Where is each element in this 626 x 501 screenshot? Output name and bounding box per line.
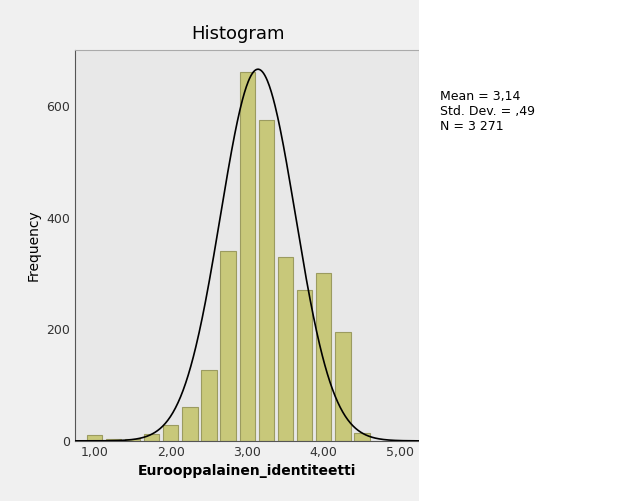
Bar <box>316 274 331 441</box>
Bar <box>163 425 178 441</box>
Bar <box>240 73 255 441</box>
Bar <box>354 432 370 441</box>
Bar <box>182 407 198 441</box>
Bar <box>144 434 159 441</box>
Text: Mean = 3,14
Std. Dev. = ,49
N = 3 271: Mean = 3,14 Std. Dev. = ,49 N = 3 271 <box>440 90 535 133</box>
Bar <box>125 439 140 441</box>
Bar <box>259 120 274 441</box>
Bar <box>86 435 102 441</box>
Bar <box>220 251 236 441</box>
Bar <box>278 257 293 441</box>
X-axis label: Eurooppalainen_identiteetti: Eurooppalainen_identiteetti <box>138 464 356 478</box>
Text: Histogram: Histogram <box>191 25 285 43</box>
Bar <box>297 290 312 441</box>
Bar <box>202 370 217 441</box>
Bar <box>336 332 351 441</box>
Bar <box>106 439 121 441</box>
Y-axis label: Frequency: Frequency <box>27 209 41 282</box>
